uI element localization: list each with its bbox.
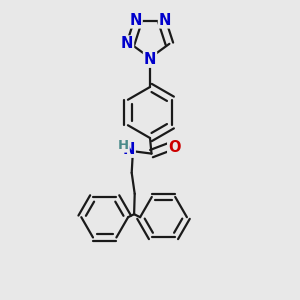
Text: N: N xyxy=(144,52,156,67)
Text: O: O xyxy=(168,140,181,154)
Text: N: N xyxy=(121,36,133,51)
Text: H: H xyxy=(118,139,129,152)
Text: N: N xyxy=(129,13,142,28)
Text: N: N xyxy=(122,142,135,157)
Text: N: N xyxy=(159,13,171,28)
